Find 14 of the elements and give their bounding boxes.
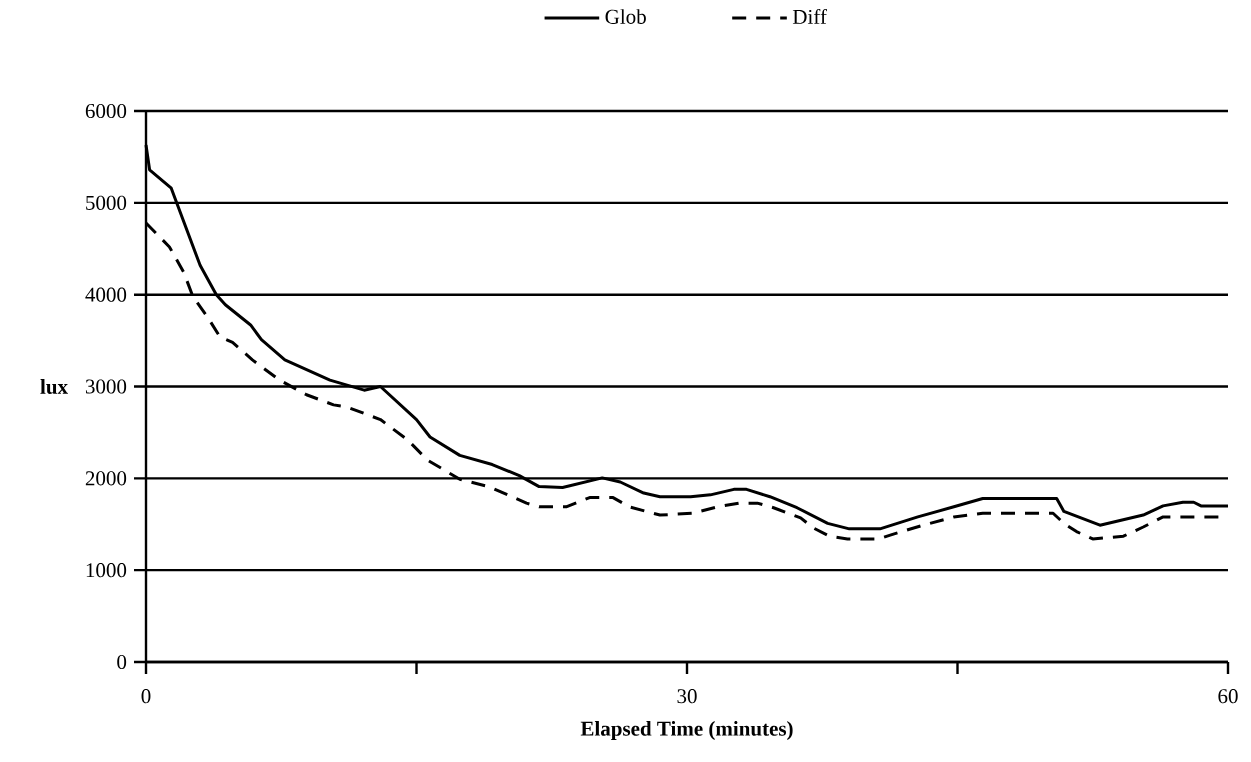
y-tick-label: 6000 <box>85 103 127 119</box>
x-tick-label: 0 <box>141 689 151 704</box>
x-tick-label: 60 <box>1218 689 1238 704</box>
y-tick-label: 2000 <box>85 471 127 486</box>
x-axis-title: Elapsed Time (minutes) <box>580 720 793 740</box>
y-tick-label: 0 <box>117 654 127 670</box>
y-axis-title: lux <box>40 379 68 394</box>
legend-label: Diff <box>792 9 827 24</box>
x-tick-label: 30 <box>677 689 697 704</box>
legend-label: Glob <box>605 9 646 24</box>
y-tick-label: 3000 <box>85 379 127 394</box>
y-tick-label: 4000 <box>85 287 127 302</box>
y-tick-label: 5000 <box>86 195 127 210</box>
y-tick-label: 1000 <box>86 563 127 578</box>
